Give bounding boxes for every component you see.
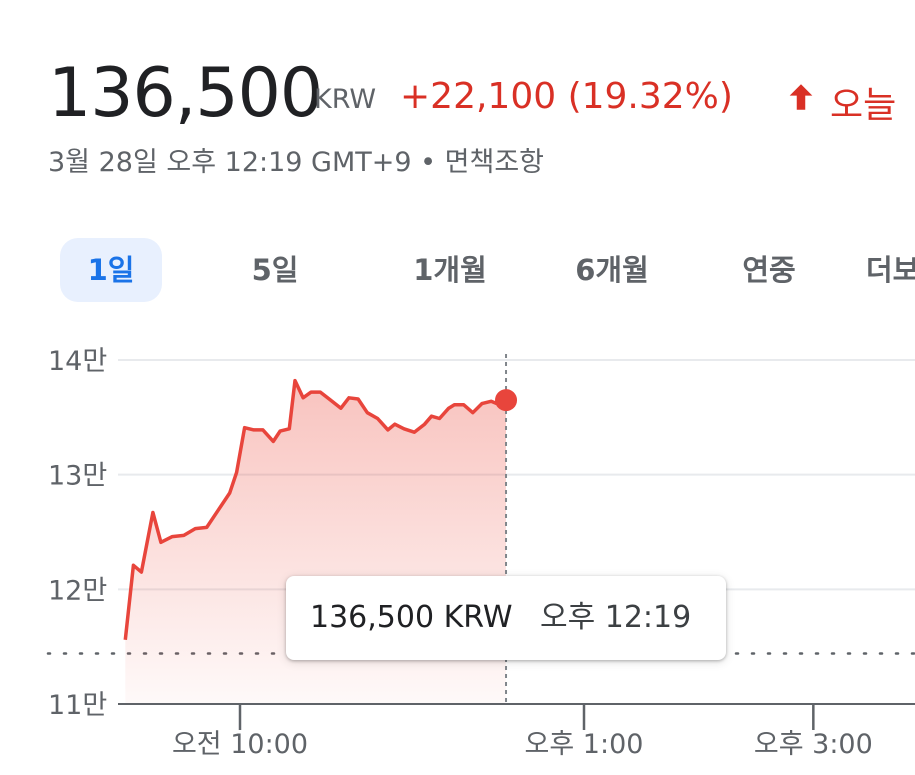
tab-ytd[interactable]: 연중	[742, 253, 796, 287]
current-price: 136,500	[48, 54, 323, 133]
currency-code: KRW	[314, 84, 377, 115]
tab-1m[interactable]: 1개월	[413, 253, 487, 287]
tooltip-time: 오후 12:19	[540, 600, 692, 635]
tooltip-price: 136,500 KRW	[310, 600, 513, 635]
x-tick-label: 오후 1:00	[525, 729, 644, 760]
price-tooltip: 136,500 KRW 오후 12:19	[286, 576, 726, 660]
current-price-dot	[495, 389, 518, 412]
change-period: 오늘	[830, 85, 897, 126]
quote-header: 136,500 KRW +22,100 (19.32%) 오늘	[48, 54, 915, 134]
range-tabs: 1일 5일 1개월 6개월 연중 더보기	[60, 234, 915, 306]
tab-1d[interactable]: 1일	[60, 238, 162, 302]
y-tick-label: 14만	[48, 346, 107, 377]
y-tick-label: 11만	[48, 690, 107, 721]
y-tick-label: 12만	[48, 575, 107, 606]
price-line	[123, 378, 507, 640]
price-change: +22,100 (19.32%)	[400, 76, 733, 117]
tab-6m[interactable]: 6개월	[575, 253, 649, 287]
tab-more[interactable]: 더보기	[866, 253, 915, 287]
timestamp-disclaimer[interactable]: 3월 28일 오후 12:19 GMT+9 • 면책조항	[48, 147, 544, 178]
tab-5d[interactable]: 5일	[251, 253, 299, 287]
x-tick-label: 오후 3:00	[754, 729, 873, 760]
y-tick-label: 13만	[48, 461, 107, 492]
arrow-up-icon	[789, 84, 813, 110]
x-tick-label: 오전 10:00	[172, 729, 308, 760]
